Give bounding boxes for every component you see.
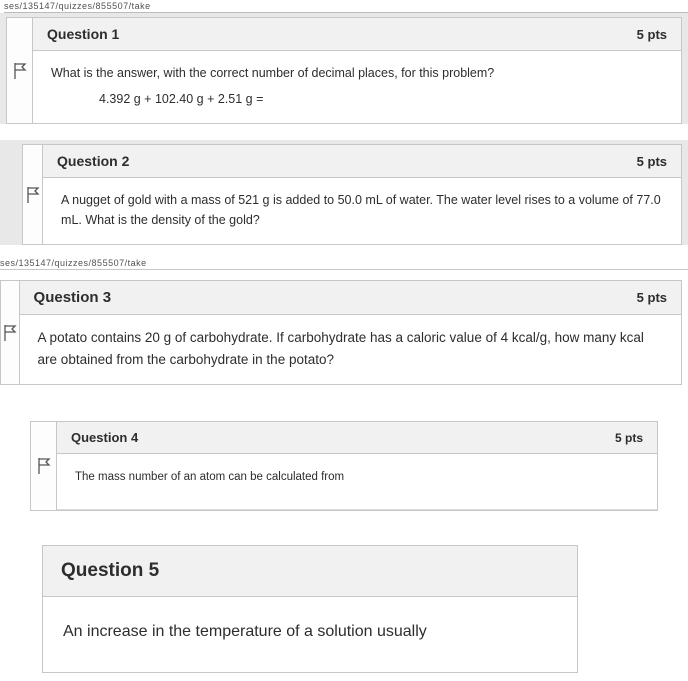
question-points: 5 pts <box>615 431 643 445</box>
separator <box>0 124 688 140</box>
question-row: Question 2 5 pts A nugget of gold with a… <box>22 144 682 245</box>
question-card: Question 3 5 pts A potato contains 20 g … <box>19 280 682 385</box>
flag-cell[interactable] <box>22 144 42 245</box>
flag-icon <box>37 458 51 474</box>
question-body: An increase in the temperature of a solu… <box>43 597 577 673</box>
question-title: Question 3 <box>34 289 112 306</box>
question-row: Question 5 An increase in the temperatur… <box>42 545 578 674</box>
question-card: Question 4 5 pts The mass number of an a… <box>56 421 658 510</box>
flag-icon <box>26 187 40 203</box>
question-card: Question 1 5 pts What is the answer, wit… <box>32 17 682 124</box>
separator <box>0 245 688 257</box>
flag-cell[interactable] <box>0 280 19 385</box>
question-header: Question 5 <box>43 546 577 597</box>
question-header: Question 1 5 pts <box>33 18 681 51</box>
question-card: Question 5 An increase in the temperatur… <box>42 545 578 674</box>
question-text: A nugget of gold with a mass of 521 g is… <box>61 190 663 230</box>
flag-icon <box>13 63 27 79</box>
url-fragment-mid: ses/135147/quizzes/855507/take <box>0 257 688 270</box>
question-body: A nugget of gold with a mass of 521 g is… <box>43 178 681 244</box>
question-body: What is the answer, with the correct num… <box>33 51 681 123</box>
flag-cell[interactable] <box>30 421 56 510</box>
flag-icon <box>3 325 17 341</box>
question-points: 5 pts <box>637 154 667 169</box>
question-title: Question 4 <box>71 430 138 445</box>
flag-cell[interactable] <box>6 17 32 124</box>
question-header: Question 2 5 pts <box>43 145 681 178</box>
question-card: Question 2 5 pts A nugget of gold with a… <box>42 144 682 245</box>
question-text: An increase in the temperature of a solu… <box>63 619 557 645</box>
question-header: Question 3 5 pts <box>20 281 681 315</box>
question-row: Question 4 5 pts The mass number of an a… <box>30 421 658 510</box>
question-points: 5 pts <box>637 290 667 305</box>
question-body: The mass number of an atom can be calcul… <box>57 454 657 509</box>
question-row: Question 1 5 pts What is the answer, wit… <box>6 17 682 124</box>
question-text: What is the answer, with the correct num… <box>51 63 663 83</box>
separator <box>0 511 688 545</box>
separator <box>0 270 688 280</box>
question-header: Question 4 5 pts <box>57 422 657 454</box>
background-strip-q1: Question 1 5 pts What is the answer, wit… <box>0 13 688 124</box>
url-fragment-top: ses/135147/quizzes/855507/take <box>4 0 688 13</box>
question-title: Question 1 <box>47 26 119 42</box>
question-points: 5 pts <box>637 27 667 42</box>
question-row: Question 3 5 pts A potato contains 20 g … <box>0 280 682 385</box>
question-text: The mass number of an atom can be calcul… <box>75 468 639 486</box>
question-equation: 4.392 g + 102.40 g + 2.51 g = <box>51 89 663 109</box>
question-title: Question 5 <box>61 560 159 582</box>
question-text: A potato contains 20 g of carbohydrate. … <box>38 327 663 370</box>
background-strip-q2: Question 2 5 pts A nugget of gold with a… <box>0 140 688 245</box>
question-title: Question 2 <box>57 153 129 169</box>
separator <box>0 385 688 421</box>
question-body: A potato contains 20 g of carbohydrate. … <box>20 315 681 384</box>
